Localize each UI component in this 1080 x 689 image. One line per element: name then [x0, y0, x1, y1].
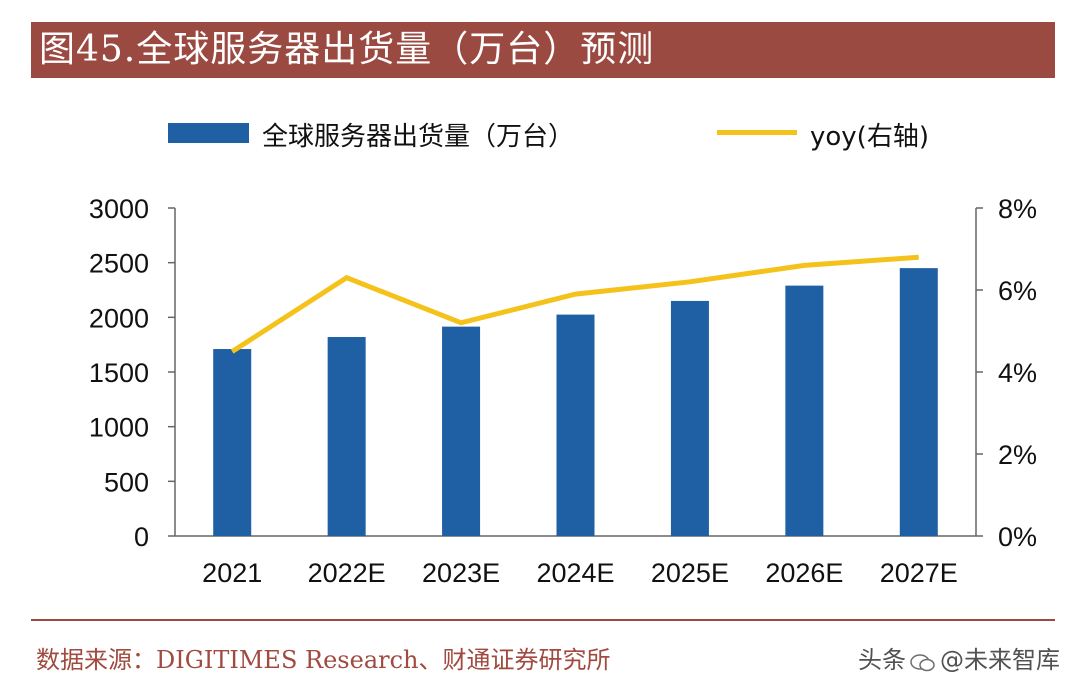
- bar: [327, 337, 366, 536]
- x-tick-label: 2025E: [651, 558, 729, 588]
- footer-divider: [31, 619, 1055, 621]
- bar: [899, 268, 938, 536]
- watermark-handle: @未来智库: [940, 646, 1060, 674]
- x-tick-label: 2021: [202, 558, 262, 588]
- y-right-tick-label: 4%: [998, 358, 1037, 388]
- bar: [670, 300, 709, 536]
- x-tick-label: 2026E: [765, 558, 843, 588]
- x-tick-label: 2027E: [880, 558, 958, 588]
- bar: [556, 314, 595, 536]
- x-tick-label: 2024E: [536, 558, 614, 588]
- y-right-tick-label: 6%: [998, 276, 1037, 306]
- bar: [213, 349, 252, 536]
- watermark: 头条 @未来智库: [858, 640, 1060, 675]
- y-right-tick-label: 2%: [998, 440, 1037, 470]
- bar: [785, 285, 824, 536]
- y-left-tick-label: 3000: [89, 194, 149, 224]
- legend: 全球服务器出货量（万台） yoy(右轴): [0, 112, 1080, 152]
- watermark-prefix: 头条: [858, 646, 906, 674]
- y-right-tick-label: 0%: [998, 522, 1037, 552]
- x-tick-label: 2022E: [308, 558, 386, 588]
- y-left-tick-label: 1500: [89, 358, 149, 388]
- y-right-tick-label: 8%: [998, 194, 1037, 224]
- source-note: 数据来源：DIGITIMES Research、财通证券研究所: [36, 646, 611, 674]
- legend-bar-label: 全球服务器出货量（万台）: [262, 122, 575, 152]
- wechat-icon: [910, 651, 936, 672]
- legend-bar-swatch: [168, 123, 249, 143]
- y-left-tick-label: 2500: [89, 249, 149, 279]
- legend-line-label: yoy(右轴): [810, 122, 929, 152]
- legend-line-swatch: [717, 130, 797, 135]
- x-tick-label: 2023E: [422, 558, 500, 588]
- title-bar: 图45.全球服务器出货量（万台）预测: [31, 22, 1055, 78]
- chart-title: 图45.全球服务器出货量（万台）预测: [39, 29, 655, 70]
- y-left-tick-label: 1000: [89, 413, 149, 443]
- bar: [442, 326, 481, 536]
- y-left-tick-label: 2000: [89, 303, 149, 333]
- y-left-tick-label: 0: [134, 522, 149, 552]
- y-left-tick-label: 500: [104, 467, 149, 497]
